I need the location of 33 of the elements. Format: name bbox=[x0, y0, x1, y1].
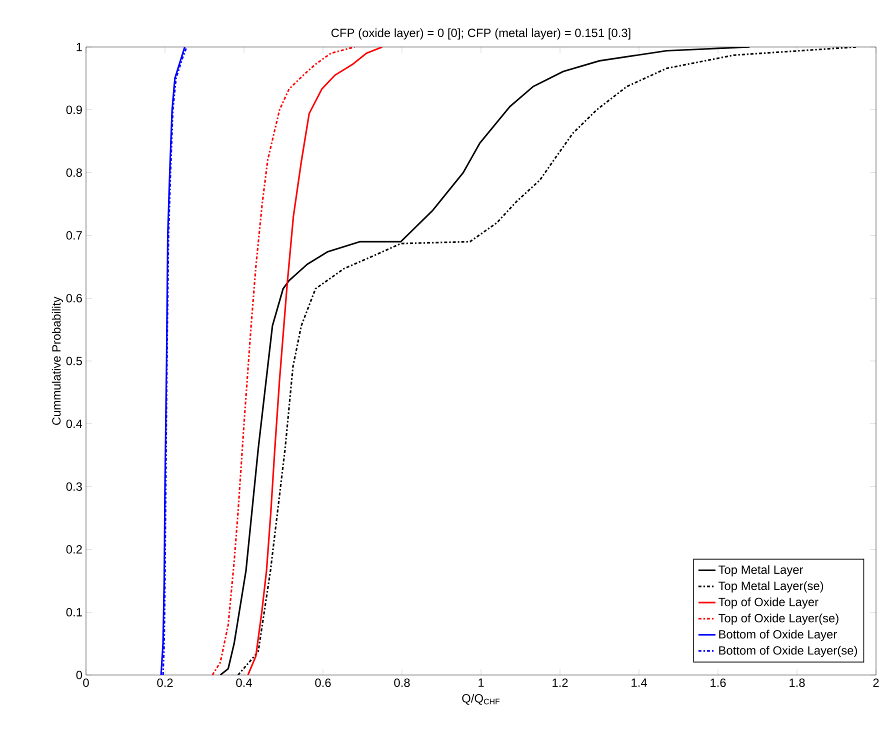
legend-label: Top Metal Layer(se) bbox=[718, 581, 824, 592]
chart-title: CFP (oxide layer) = 0 [0]; CFP (metal layer) = 0.151 [0.3] bbox=[331, 28, 630, 40]
y-tick-label: 0.9 bbox=[66, 106, 82, 114]
x-tick-label: 1.6 bbox=[710, 678, 726, 687]
line-series bbox=[212, 46, 356, 675]
x-tick-label: 1.4 bbox=[632, 678, 647, 687]
x-axis-title: Q/Q$_{CHF}$ bbox=[462, 694, 500, 705]
x-tick-label: 1 bbox=[478, 678, 484, 687]
y-tick-label: 0.4 bbox=[66, 420, 82, 428]
legend-label: Top Metal Layer bbox=[718, 565, 804, 576]
y-tick-label: 0.8 bbox=[66, 168, 82, 177]
x-tick-label: 1.8 bbox=[790, 678, 805, 687]
legend-label: Bottom of Oxide Layer(se) bbox=[719, 646, 857, 658]
y-tick-label: 0 bbox=[76, 670, 82, 680]
x-tick-label: 0.8 bbox=[394, 678, 410, 687]
line-series bbox=[247, 46, 384, 675]
y-tick-label: 1 bbox=[76, 42, 82, 52]
x-tick-label: 0.4 bbox=[236, 678, 252, 687]
x-tick-label: 1.2 bbox=[552, 678, 568, 687]
x-tick-label: 0.6 bbox=[315, 678, 331, 687]
legend-label: Top of Oxide Layer(se) bbox=[718, 614, 838, 625]
y-axis-title: Cummulative Probability bbox=[52, 296, 64, 425]
y-tick-label: 0.6 bbox=[66, 294, 82, 302]
x-tick-label: 2 bbox=[873, 678, 879, 687]
x-tick-label: 0.2 bbox=[157, 678, 173, 687]
x-tick-label: 0 bbox=[83, 678, 89, 687]
y-tick-label: 0.2 bbox=[66, 545, 82, 554]
y-tick-label: 0.3 bbox=[66, 482, 82, 491]
y-tick-label: 0.7 bbox=[66, 231, 82, 240]
legend-label: Top of Oxide Layer bbox=[718, 597, 818, 609]
y-tick-label: 0.5 bbox=[66, 356, 82, 366]
legend-label: Bottom of Oxide Layer bbox=[719, 630, 837, 641]
y-tick-label: 0.1 bbox=[66, 608, 82, 616]
